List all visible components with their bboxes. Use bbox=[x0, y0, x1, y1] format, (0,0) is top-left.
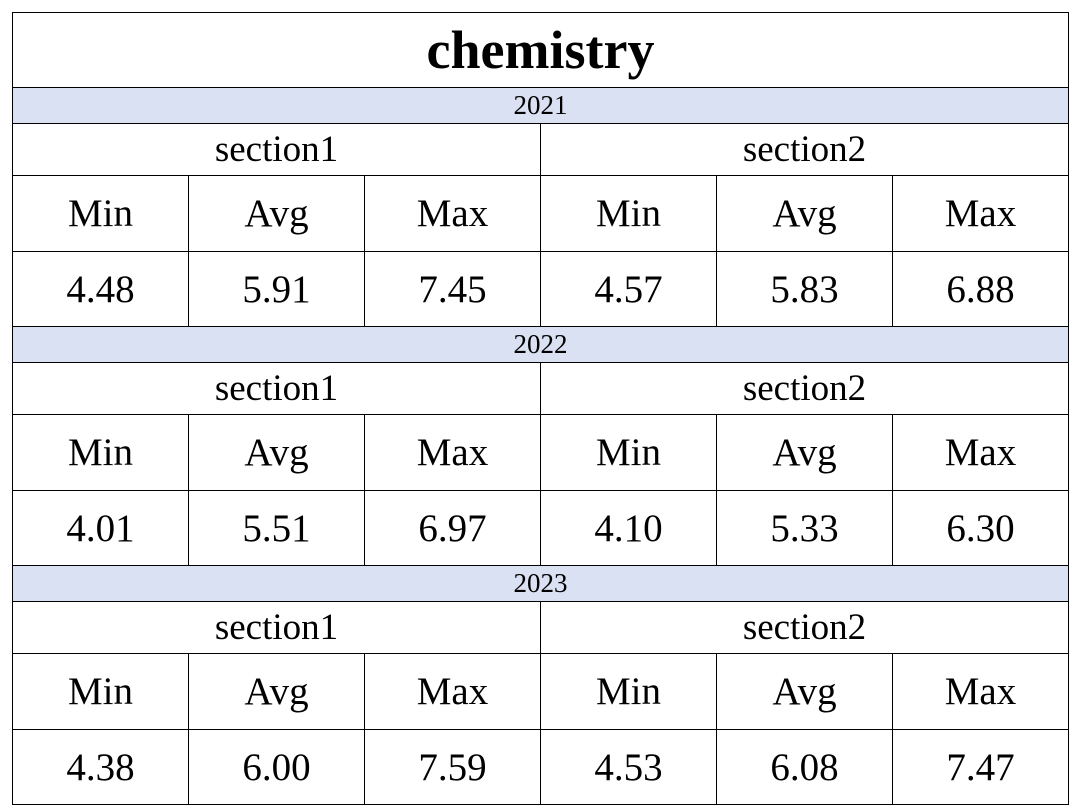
column-header: Min bbox=[540, 175, 717, 252]
table-title: chemistry bbox=[12, 12, 1069, 88]
value-cell: 4.38 bbox=[12, 729, 189, 805]
value-cell: 5.33 bbox=[716, 490, 893, 566]
header-row: Min Avg Max Min Avg Max bbox=[12, 653, 1069, 730]
value-cell: 6.30 bbox=[892, 490, 1069, 566]
section-row: section1 section2 bbox=[12, 123, 1069, 176]
value-cell: 4.53 bbox=[540, 729, 717, 805]
year-row: 2021 bbox=[12, 87, 1069, 124]
column-header: Min bbox=[540, 414, 717, 491]
year-label: 2022 bbox=[12, 326, 1069, 363]
column-header: Max bbox=[892, 414, 1069, 491]
year-label: 2023 bbox=[12, 565, 1069, 602]
section-label: section1 bbox=[12, 123, 541, 176]
value-cell: 7.59 bbox=[364, 729, 541, 805]
value-cell: 6.00 bbox=[188, 729, 365, 805]
column-header: Avg bbox=[188, 653, 365, 730]
section-label: section2 bbox=[540, 123, 1069, 176]
value-cell: 6.97 bbox=[364, 490, 541, 566]
column-header: Max bbox=[892, 175, 1069, 252]
column-header: Max bbox=[364, 414, 541, 491]
column-header: Min bbox=[12, 414, 189, 491]
column-header: Avg bbox=[188, 175, 365, 252]
column-header: Min bbox=[540, 653, 717, 730]
value-cell: 4.48 bbox=[12, 251, 189, 327]
section-label: section2 bbox=[540, 601, 1069, 654]
value-cell: 5.91 bbox=[188, 251, 365, 327]
value-cell: 4.57 bbox=[540, 251, 717, 327]
column-header: Max bbox=[364, 175, 541, 252]
column-header: Min bbox=[12, 175, 189, 252]
year-row: 2022 bbox=[12, 326, 1069, 363]
section-label: section2 bbox=[540, 362, 1069, 415]
year-row: 2023 bbox=[12, 565, 1069, 602]
value-cell: 6.08 bbox=[716, 729, 893, 805]
value-row: 4.38 6.00 7.59 4.53 6.08 7.47 bbox=[12, 729, 1069, 805]
section-label: section1 bbox=[12, 362, 541, 415]
column-header: Avg bbox=[188, 414, 365, 491]
column-header: Min bbox=[12, 653, 189, 730]
column-header: Avg bbox=[716, 653, 893, 730]
value-row: 4.01 5.51 6.97 4.10 5.33 6.30 bbox=[12, 490, 1069, 566]
column-header: Avg bbox=[716, 414, 893, 491]
value-cell: 7.47 bbox=[892, 729, 1069, 805]
column-header: Max bbox=[364, 653, 541, 730]
data-table: chemistry 2021 section1 section2 Min Avg Max M… bbox=[12, 12, 1069, 805]
value-cell: 6.88 bbox=[892, 251, 1069, 327]
value-cell: 4.10 bbox=[540, 490, 717, 566]
column-header: Avg bbox=[716, 175, 893, 252]
value-cell: 5.83 bbox=[716, 251, 893, 327]
year-label: 2021 bbox=[12, 87, 1069, 124]
header-row: Min Avg Max Min Avg Max bbox=[12, 175, 1069, 252]
header-row: Min Avg Max Min Avg Max bbox=[12, 414, 1069, 491]
value-cell: 5.51 bbox=[188, 490, 365, 566]
value-row: 4.48 5.91 7.45 4.57 5.83 6.88 bbox=[12, 251, 1069, 327]
section-row: section1 section2 bbox=[12, 601, 1069, 654]
section-row: section1 section2 bbox=[12, 362, 1069, 415]
table-body: chemistry 2021 section1 section2 Min Avg Max M… bbox=[12, 12, 1069, 805]
value-cell: 7.45 bbox=[364, 251, 541, 327]
value-cell: 4.01 bbox=[12, 490, 189, 566]
title-row: chemistry bbox=[12, 12, 1069, 88]
column-header: Max bbox=[892, 653, 1069, 730]
section-label: section1 bbox=[12, 601, 541, 654]
